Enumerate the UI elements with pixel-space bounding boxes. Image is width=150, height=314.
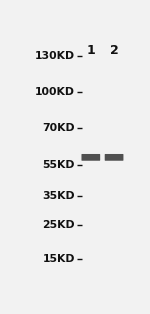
Text: 130KD: 130KD	[35, 51, 75, 61]
Text: 2: 2	[110, 44, 118, 57]
Text: 15KD: 15KD	[43, 254, 75, 264]
FancyBboxPatch shape	[81, 154, 100, 161]
Text: 25KD: 25KD	[42, 220, 75, 230]
Text: 55KD: 55KD	[43, 160, 75, 170]
Text: 35KD: 35KD	[42, 191, 75, 201]
Text: 70KD: 70KD	[42, 123, 75, 133]
Text: 1: 1	[86, 44, 95, 57]
Text: 100KD: 100KD	[35, 87, 75, 97]
FancyBboxPatch shape	[105, 154, 123, 161]
